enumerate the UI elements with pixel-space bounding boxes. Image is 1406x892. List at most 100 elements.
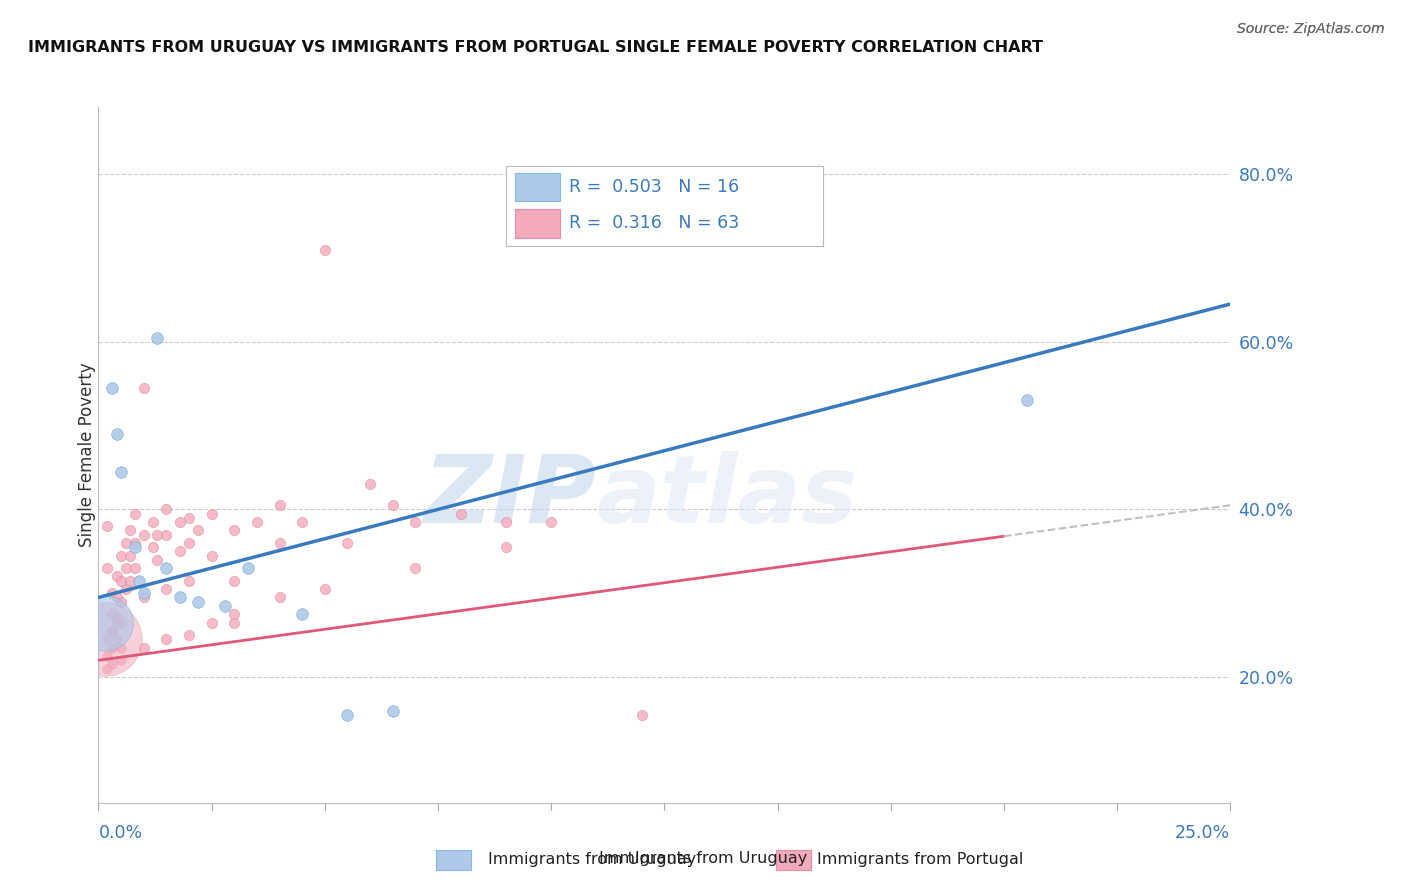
Point [120,549,142,563]
Point [1015,393,1038,408]
Point [155,561,177,575]
Point [114,536,136,550]
Point [155,582,177,596]
Point [404,561,426,575]
Point [120,524,142,538]
Point [132,640,155,655]
Point [177,510,200,524]
Point [132,527,155,541]
Point [336,707,359,722]
Point [101,607,124,622]
Point [495,540,517,554]
Text: R =  0.503   N = 16: R = 0.503 N = 16 [569,178,740,195]
Point [236,561,259,575]
Text: IMMIGRANTS FROM URUGUAY VS IMMIGRANTS FROM PORTUGAL SINGLE FEMALE POVERTY CORREL: IMMIGRANTS FROM URUGUAY VS IMMIGRANTS FR… [28,40,1043,55]
Point [101,624,124,638]
Text: Immigrants from Portugal: Immigrants from Portugal [817,853,1024,867]
Point [110,574,132,588]
Point [224,574,246,588]
Point [246,515,269,529]
Point [169,544,191,558]
Point [540,515,562,529]
Point [359,477,381,491]
Point [169,591,191,605]
Point [214,599,236,613]
Point [110,653,132,667]
Point [110,615,132,630]
Point [201,615,224,630]
Text: 0.0%: 0.0% [98,823,142,842]
Point [381,704,404,718]
Bar [516,210,560,238]
Text: R =  0.316   N = 63: R = 0.316 N = 63 [569,214,740,233]
Bar [516,172,560,202]
Text: Immigrants from Uruguay: Immigrants from Uruguay [488,853,696,867]
Point [110,549,132,563]
Point [177,628,200,642]
Point [495,515,517,529]
Text: Immigrants from Uruguay: Immigrants from Uruguay [599,851,807,865]
Point [105,591,128,605]
Text: Source: ZipAtlas.com: Source: ZipAtlas.com [1237,22,1385,37]
Point [146,552,169,566]
Point [120,574,142,588]
Point [177,536,200,550]
Text: atlas: atlas [596,450,858,542]
Point [105,615,128,630]
Point [128,574,150,588]
Point [630,707,652,722]
Point [101,381,124,395]
Point [224,524,246,538]
Point [96,662,118,676]
Point [101,657,124,672]
Point [314,582,336,596]
Text: ZIP: ZIP [423,450,596,542]
Point [146,330,169,344]
Point [291,607,314,622]
Point [201,507,224,521]
Point [101,624,124,638]
Point [155,527,177,541]
Point [177,574,200,588]
Point [169,515,191,529]
Point [96,649,118,664]
Point [187,524,209,538]
Point [132,586,155,600]
Point [114,561,136,575]
Point [269,536,291,550]
Point [224,615,246,630]
Point [201,549,224,563]
Point [114,582,136,596]
Point [96,561,118,575]
Point [224,607,246,622]
Point [94,615,117,630]
Point [124,540,146,554]
Point [105,569,128,583]
Point [101,586,124,600]
Point [105,632,128,647]
Point [132,381,155,395]
Point [94,632,117,647]
Point [314,243,336,257]
Point [124,536,146,550]
Point [96,519,118,533]
Point [291,515,314,529]
Point [110,594,132,608]
Point [96,632,118,647]
Point [142,540,165,554]
Point [101,640,124,655]
Point [155,632,177,647]
Point [269,591,291,605]
Point [404,515,426,529]
Point [110,465,132,479]
Point [124,507,146,521]
Point [132,591,155,605]
Point [146,527,169,541]
Point [124,561,146,575]
Point [187,594,209,608]
Point [381,498,404,512]
Point [269,498,291,512]
Y-axis label: Single Female Poverty: Single Female Poverty [79,363,96,547]
Point [110,640,132,655]
Point [142,515,165,529]
